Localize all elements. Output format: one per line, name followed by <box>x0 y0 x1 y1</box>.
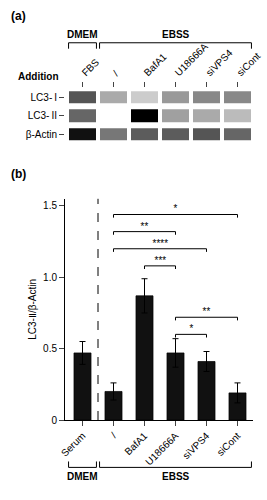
svg-text:BafA1: BafA1 <box>122 430 149 457</box>
svg-text:Addition: Addition <box>18 71 59 82</box>
svg-text:siVPS4: siVPS4 <box>180 430 211 461</box>
svg-text:EBSS: EBSS <box>162 471 190 482</box>
svg-text:siCont: siCont <box>215 430 243 458</box>
svg-text:LC3- II: LC3- II <box>28 110 57 121</box>
svg-text:0: 0 <box>51 415 57 426</box>
svg-text:*: * <box>173 203 178 214</box>
svg-text:1.0: 1.0 <box>43 272 57 283</box>
svg-text:*: * <box>189 323 194 334</box>
svg-text:**: ** <box>202 306 211 317</box>
svg-text:**: ** <box>140 221 149 232</box>
svg-text:/: / <box>109 430 119 440</box>
svg-text:BafA1: BafA1 <box>142 51 169 78</box>
svg-text:****: **** <box>152 238 169 249</box>
svg-text:U18666A: U18666A <box>143 430 180 467</box>
svg-text:DMEM: DMEM <box>67 471 98 482</box>
svg-text:1.5: 1.5 <box>43 200 57 211</box>
svg-text:EBSS: EBSS <box>162 29 190 40</box>
svg-text:β-Actin: β-Actin <box>26 129 57 140</box>
svg-text:siCont: siCont <box>235 50 263 78</box>
svg-text:LC3-Ⅱ/β-Actin: LC3-Ⅱ/β-Actin <box>27 279 38 340</box>
svg-text:Serum: Serum <box>59 430 88 459</box>
svg-text:siVPS4: siVPS4 <box>204 47 235 78</box>
svg-text:(b): (b) <box>11 167 26 181</box>
svg-text:(a): (a) <box>11 9 26 23</box>
svg-text:***: *** <box>154 255 167 266</box>
svg-text:FBS: FBS <box>80 56 102 78</box>
svg-text:0.5: 0.5 <box>43 343 57 354</box>
svg-text:DMEM: DMEM <box>67 29 98 40</box>
svg-text:U18666A: U18666A <box>173 41 210 78</box>
svg-text:/: / <box>111 68 121 78</box>
svg-text:LC3- I: LC3- I <box>31 92 57 103</box>
